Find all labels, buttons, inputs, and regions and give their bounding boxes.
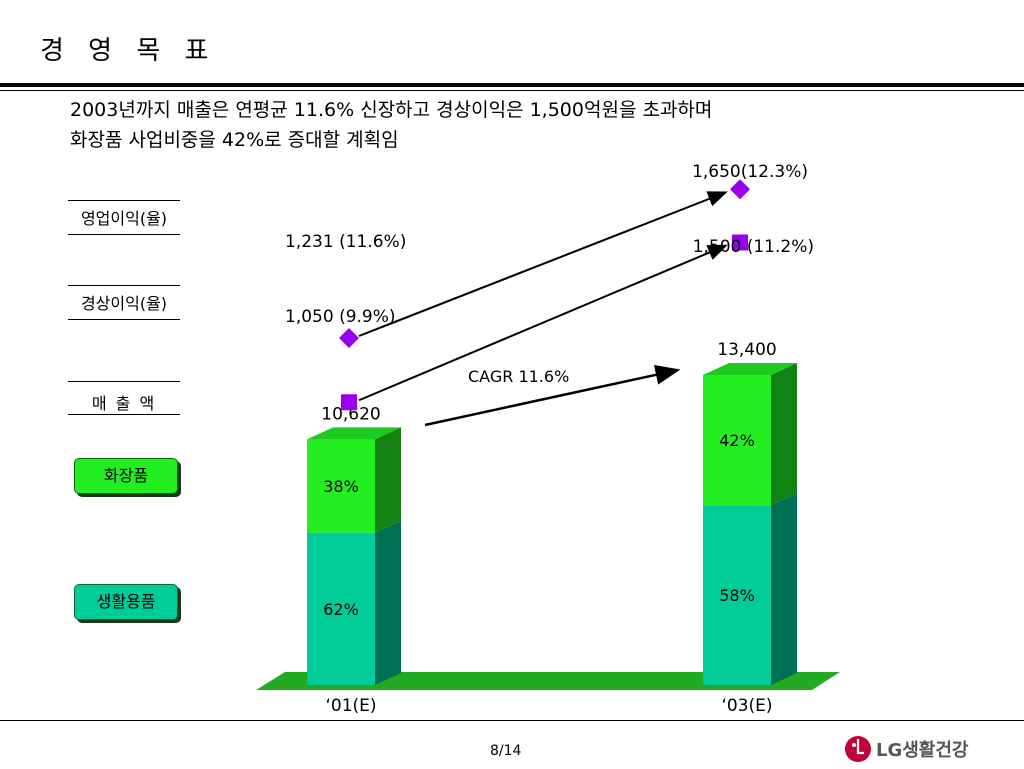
- cagr-label: CAGR 11.6%: [468, 367, 569, 386]
- legend-divider: [68, 319, 180, 320]
- cosmetics-legend-button[interactable]: 화장품: [74, 458, 178, 494]
- profit-square-marker: [341, 394, 357, 411]
- legend-divider: [68, 285, 180, 286]
- x-tick-label: ‘03(E): [721, 696, 772, 716]
- subtitle: 2003년까지 매출은 연평균 11.6% 신장하고 경상이익은 1,500억원…: [70, 95, 712, 155]
- x-tick-label: ‘01(E): [325, 696, 376, 716]
- page-title: 경 영 목 표: [40, 36, 217, 66]
- profit-label: 1,050 (9.9%): [285, 307, 396, 327]
- profit-label: 1,231 (11.6%): [285, 232, 406, 252]
- bar-segment-side: [771, 493, 797, 685]
- bar-segment: [307, 532, 375, 685]
- title-rule-thick: [0, 83, 1024, 87]
- profit-diamond-marker: [339, 327, 359, 348]
- bar-segment: [703, 375, 771, 506]
- bar-segment: [703, 505, 771, 685]
- profit-square-marker: [732, 234, 748, 251]
- bar-segment-side: [771, 363, 797, 506]
- bar-segment-label: 62%: [323, 600, 359, 619]
- subtitle-line-1: 2003년까지 매출은 연평균 11.6% 신장하고 경상이익은 1,500억원…: [70, 99, 713, 121]
- bar-total-label: 13,400: [717, 340, 776, 360]
- chart-svg: 62% 38% 10,620 58% 42% 13,400 1,231 (11.6%) 1,…: [256, 162, 840, 716]
- bar-total-label: 10,620: [321, 404, 380, 424]
- legend-divider: [68, 200, 180, 201]
- profit-arrow: [358, 244, 728, 402]
- legend-sales: 매 출 액: [91, 394, 157, 413]
- cagr-arrow: [424, 365, 681, 427]
- bar-segment: [307, 439, 375, 533]
- legend-ordinary-profit: 경상이익(율): [80, 294, 168, 313]
- subtitle-line-2: 화장품 사업비중을 42%로 증대할 계획임: [70, 129, 399, 151]
- footer-rule: [0, 720, 1024, 721]
- lg-logo-text: LG생활건강: [876, 740, 969, 761]
- bar-segment-side: [375, 520, 401, 685]
- legend-divider: [68, 414, 180, 415]
- chart-floor: [256, 672, 840, 690]
- household-legend-button[interactable]: 생활용품: [74, 584, 178, 620]
- profit-arrow: [358, 191, 728, 337]
- profit-diamond-marker: [730, 179, 750, 200]
- bar-segment-label: 42%: [719, 431, 755, 450]
- legend-divider: [68, 234, 180, 235]
- bar-segment-label: 38%: [323, 477, 359, 496]
- legend-divider: [68, 381, 180, 382]
- bar-segment-side: [375, 427, 401, 533]
- lg-logo: LG생활건강: [842, 733, 982, 769]
- profit-label: 1,500 (11.2%): [693, 237, 814, 257]
- page-number: 8/14: [490, 743, 522, 759]
- bar-top-face: [703, 363, 797, 375]
- profit-label: 1,650(12.3%): [692, 162, 808, 182]
- title-rule-thin: [0, 90, 1024, 91]
- legend-operating-profit: 영업이익(율): [80, 209, 168, 228]
- bar-top-face: [307, 427, 401, 440]
- bar-segment-label: 58%: [719, 586, 755, 605]
